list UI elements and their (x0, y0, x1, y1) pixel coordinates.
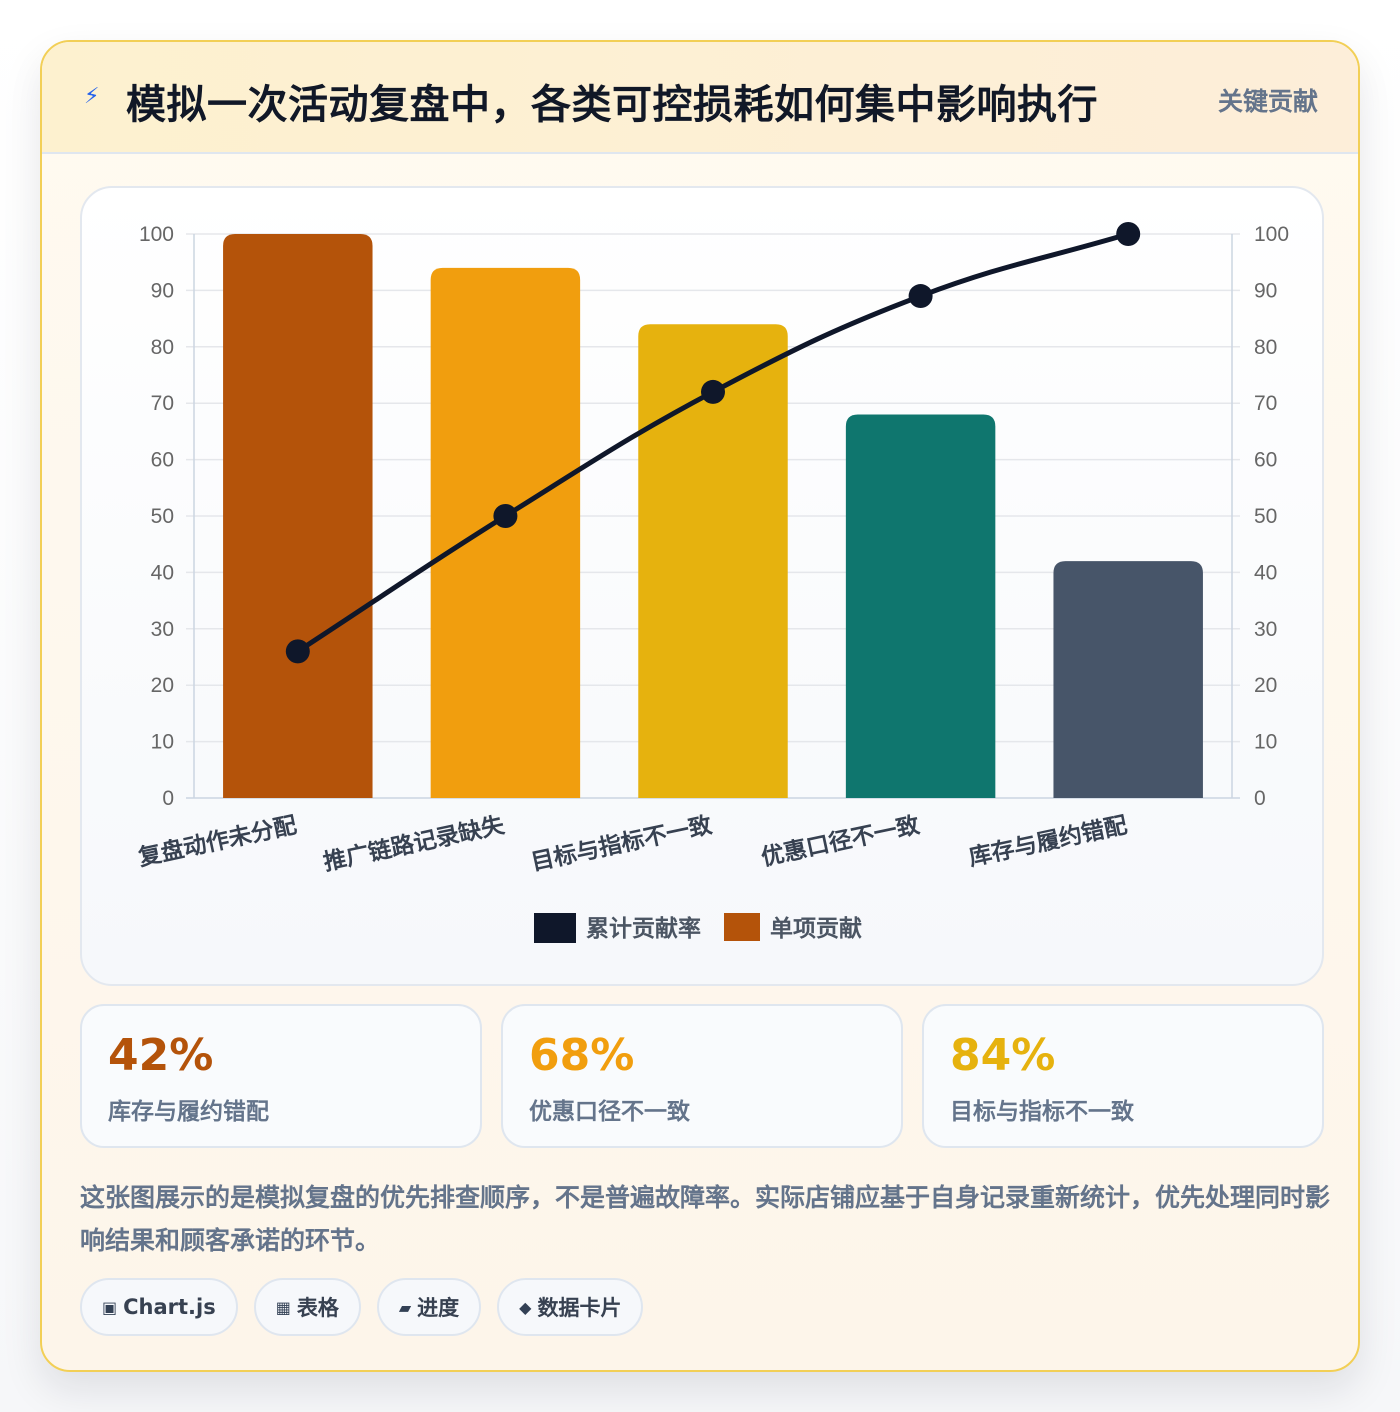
y-left-tick: 60 (151, 449, 174, 472)
y-left-tick: 30 (151, 618, 174, 641)
chart-icon: ▣ (102, 1297, 118, 1317)
tag-label: Chart.js (123, 1295, 216, 1319)
y-right-tick: 70 (1254, 392, 1277, 415)
stat-value: 42% (108, 1030, 214, 1081)
bar (845, 414, 996, 798)
y-right-tick: 30 (1254, 618, 1277, 641)
tag-chartjs[interactable]: ▣ Chart.js (80, 1278, 238, 1336)
tag-list: ▣ Chart.js ▦ 表格 ▰ 进度 ◆ 数据卡片 (80, 1278, 659, 1336)
pareto-chart: 0 10 20 30 40 50 60 70 80 90 100 0 10 20 30 40 50 60 70 80 9… (80, 186, 1324, 986)
table-icon: ▦ (275, 1297, 291, 1317)
progress-icon: ▰ (398, 1297, 412, 1317)
y-left-tick: 80 (151, 336, 174, 359)
bar (430, 267, 581, 799)
tag-label: 进度 (417, 1296, 460, 1320)
tag-data-card[interactable]: ◆ 数据卡片 (497, 1278, 644, 1336)
y-left-tick: 40 (151, 561, 174, 584)
stat-card-3: 84% 目标与指标不一致 (922, 1004, 1324, 1148)
x-tick-label: 优惠口径不一致 (759, 811, 923, 871)
tag-progress[interactable]: ▰ 进度 (376, 1278, 482, 1336)
stat-label: 库存与履约错配 (108, 1099, 269, 1125)
y-right-tick: 40 (1254, 561, 1277, 584)
y-left-tick: 70 (151, 392, 174, 415)
y-right-tick: 90 (1254, 279, 1277, 302)
x-tick-label: 目标与指标不一致 (529, 811, 716, 876)
y-left-tick: 50 (151, 505, 174, 528)
stat-card-2: 68% 优惠口径不一致 (501, 1004, 903, 1148)
tag-table[interactable]: ▦ 表格 (253, 1278, 361, 1336)
legend-swatch-bar (724, 913, 760, 941)
card-header: ⚡ 模拟一次活动复盘中，各类可控损耗如何集中影响执行 关键贡献 (42, 42, 1358, 154)
y-left-tick: 0 (162, 787, 174, 810)
cumulative-point (285, 639, 310, 664)
chart-card: ⚡ 模拟一次活动复盘中，各类可控损耗如何集中影响执行 关键贡献 0 10 20 30 4… (40, 40, 1360, 1372)
bar (1053, 561, 1203, 798)
diamond-icon: ◆ (519, 1297, 532, 1317)
y-right-tick: 50 (1254, 505, 1277, 528)
key-contribution-badge: 关键贡献 (1217, 87, 1318, 116)
y-right-tick: 20 (1254, 674, 1277, 697)
legend-label-bar: 单项贡献 (770, 916, 862, 942)
cumulative-point (493, 504, 518, 528)
tag-label: 表格 (296, 1296, 339, 1320)
y-left-tick: 10 (151, 731, 174, 754)
cumulative-point (1116, 222, 1141, 246)
y-left-tick: 100 (139, 223, 174, 246)
y-right-tick: 100 (1254, 223, 1289, 246)
chart-note: 这张图展示的是模拟复盘的优先排查顺序，不是普遍故障率。实际店铺应基于自身记录重新… (80, 1183, 1331, 1255)
y-right-tick: 60 (1254, 449, 1277, 472)
legend-swatch-cumulative (534, 913, 576, 943)
bar (223, 234, 373, 798)
bar (638, 324, 788, 798)
stat-label: 目标与指标不一致 (950, 1099, 1134, 1125)
lightning-icon: ⚡ (84, 84, 100, 109)
y-right-tick: 80 (1254, 336, 1277, 359)
cumulative-point (701, 379, 725, 404)
x-tick-label: 复盘动作未分配 (135, 811, 299, 871)
cumulative-point (908, 284, 933, 309)
page-title: 模拟一次活动复盘中，各类可控损耗如何集中影响执行 (126, 82, 1098, 128)
stat-value: 84% (950, 1030, 1056, 1081)
x-tick-label: 推广链路记录缺失 (321, 811, 508, 876)
stat-value: 68% (529, 1030, 635, 1081)
y-right-tick: 10 (1254, 731, 1277, 754)
stat-card-1: 42% 库存与履约错配 (80, 1004, 482, 1148)
y-left-tick: 90 (151, 279, 174, 302)
chart-svg: 0 10 20 30 40 50 60 70 80 90 100 0 10 20 30 40 50 60 70 80 9… (135, 222, 1289, 943)
y-right-tick: 0 (1254, 787, 1266, 810)
x-tick-label: 库存与履约错配 (966, 811, 1129, 871)
stat-label: 优惠口径不一致 (529, 1099, 690, 1125)
tag-label: 数据卡片 (537, 1296, 622, 1320)
legend-label-cumulative: 累计贡献率 (586, 915, 701, 942)
y-left-tick: 20 (151, 674, 174, 697)
